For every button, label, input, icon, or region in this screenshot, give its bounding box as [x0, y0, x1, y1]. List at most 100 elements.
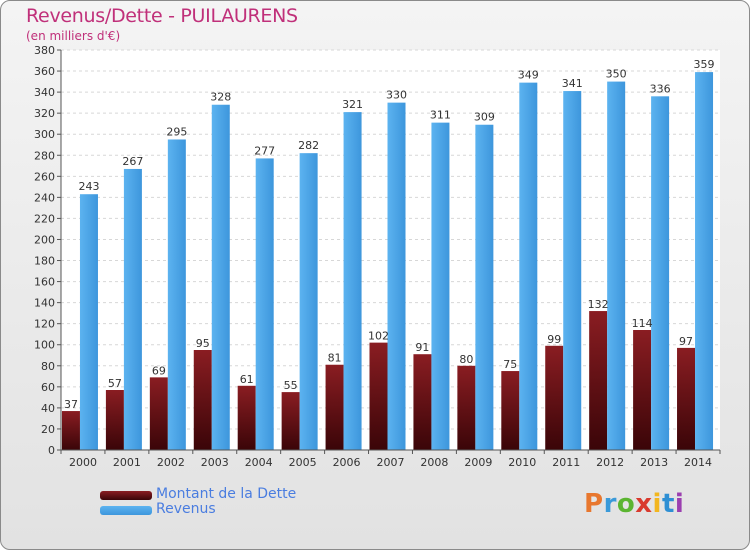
bar-debt: [325, 364, 344, 450]
data-label-debt: 102: [368, 330, 389, 343]
y-tick-label: 340: [34, 86, 55, 99]
y-tick-label: 0: [48, 444, 55, 457]
bar-debt: [369, 342, 388, 450]
logo-letter: x: [635, 489, 653, 519]
x-tick-label: 2001: [113, 456, 141, 469]
bar-debt: [545, 345, 564, 450]
y-tick-label: 120: [34, 318, 55, 331]
y-tick-label: 360: [34, 65, 55, 78]
data-label-debt: 80: [459, 353, 473, 366]
logo-letter: o: [616, 489, 636, 519]
y-tick-label: 380: [34, 44, 55, 57]
data-label-debt: 81: [328, 352, 342, 365]
proxiti-logo: Proxiti: [584, 489, 684, 519]
x-tick-label: 2011: [552, 456, 580, 469]
data-label-debt: 114: [632, 317, 653, 330]
logo-letter: i: [674, 489, 685, 519]
x-tick-label: 2010: [508, 456, 536, 469]
bar-revenus: [607, 81, 626, 450]
data-label-debt: 57: [108, 377, 122, 390]
data-label-revenus: 277: [254, 144, 275, 157]
y-tick-label: 300: [34, 128, 55, 141]
bar-debt: [105, 390, 124, 450]
x-tick-label: 2007: [377, 456, 405, 469]
y-tick-label: 180: [34, 255, 55, 268]
data-label-revenus: 341: [562, 77, 583, 90]
data-label-revenus: 328: [210, 91, 231, 104]
data-label-debt: 37: [64, 398, 78, 411]
bar-revenus: [211, 104, 230, 450]
y-tick-label: 240: [34, 191, 55, 204]
data-label-revenus: 330: [386, 89, 407, 102]
data-label-revenus: 295: [166, 125, 187, 138]
x-tick-label: 2006: [333, 456, 361, 469]
x-tick-label: 2012: [596, 456, 624, 469]
x-tick-label: 2009: [464, 456, 492, 469]
bar-debt: [61, 411, 80, 450]
data-label-debt: 97: [679, 335, 693, 348]
y-tick-label: 40: [41, 402, 55, 415]
x-tick-label: 2013: [640, 456, 668, 469]
bar-debt: [457, 365, 476, 450]
bar-revenus: [519, 82, 538, 450]
x-tick-label: 2014: [684, 456, 712, 469]
data-label-revenus: 350: [606, 68, 627, 81]
y-tick-label: 220: [34, 212, 55, 225]
y-tick-label: 320: [34, 107, 55, 120]
data-label-revenus: 359: [694, 58, 715, 71]
bar-revenus: [431, 122, 450, 450]
y-tick-label: 60: [41, 381, 55, 394]
logo-letter: r: [603, 489, 617, 519]
bar-debt: [589, 311, 608, 450]
bar-revenus: [79, 194, 98, 450]
data-label-revenus: 321: [342, 98, 363, 111]
bar-revenus: [387, 102, 406, 450]
y-tick-label: 280: [34, 149, 55, 162]
legend-label-revenus: Revenus: [156, 501, 216, 517]
y-tick-label: 200: [34, 233, 55, 246]
bar-debt: [677, 347, 696, 450]
data-label-revenus: 282: [298, 139, 319, 152]
data-label-revenus: 309: [474, 111, 495, 124]
legend-swatch-debt: [100, 491, 152, 500]
x-tick-label: 2003: [201, 456, 229, 469]
y-tick-label: 260: [34, 170, 55, 183]
logo-letter: t: [661, 489, 675, 519]
bar-debt: [501, 371, 520, 450]
bar-debt: [237, 385, 256, 450]
y-tick-label: 80: [41, 360, 55, 373]
x-tick-label: 2002: [157, 456, 185, 469]
bar-revenus: [123, 168, 142, 450]
bar-revenus: [475, 124, 494, 450]
bar-debt: [193, 350, 212, 450]
logo-letter: P: [584, 489, 604, 519]
bar-debt: [149, 377, 168, 450]
y-tick-label: 100: [34, 339, 55, 352]
data-label-revenus: 336: [650, 82, 671, 95]
bar-debt: [281, 392, 300, 450]
logo-letter: i: [652, 489, 662, 519]
bar-revenus: [167, 139, 186, 450]
data-label-debt: 75: [503, 358, 517, 371]
bar-revenus: [651, 96, 670, 450]
x-tick-label: 2000: [69, 456, 97, 469]
bar-revenus: [695, 72, 714, 451]
x-tick-label: 2005: [289, 456, 317, 469]
bar-debt: [633, 330, 652, 450]
legend-swatch-revenus: [100, 506, 152, 515]
x-tick-label: 2008: [420, 456, 448, 469]
data-label-debt: 61: [240, 373, 254, 386]
data-label-revenus: 349: [518, 69, 539, 82]
data-label-debt: 91: [415, 341, 429, 354]
data-label-debt: 95: [196, 337, 210, 350]
legend-label-debt: Montant de la Dette: [156, 486, 297, 502]
data-label-debt: 55: [284, 379, 298, 392]
bar-debt: [413, 354, 432, 450]
data-label-revenus: 311: [430, 109, 451, 122]
chart-title: Revenus/Dette - PUILAURENS: [26, 5, 298, 27]
bar-revenus: [343, 112, 362, 451]
y-tick-label: 140: [34, 297, 55, 310]
y-tick-label: 160: [34, 276, 55, 289]
x-tick-label: 2004: [245, 456, 273, 469]
